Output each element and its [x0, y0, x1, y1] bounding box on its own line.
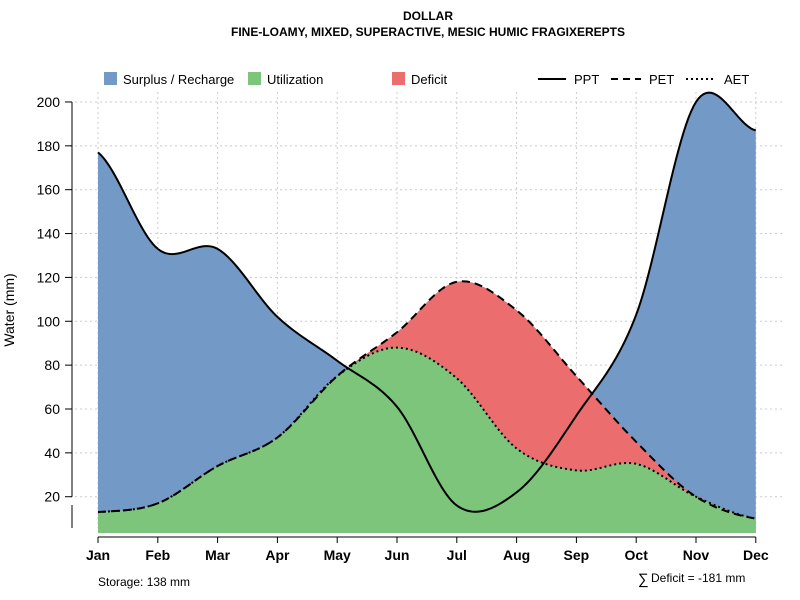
- deficit-area: [98, 281, 756, 519]
- axes: 20 40 60 80 100 120 140 160 180 200 Jan Feb Mar Apr Ma…: [37, 94, 769, 563]
- series-lines: [97, 91, 757, 520]
- y-tick-label: 120: [37, 269, 61, 285]
- legend-label-utilization: Utilization: [267, 72, 323, 87]
- series-line-ppt: [97, 91, 757, 513]
- legend-label-pet: PET: [649, 72, 674, 87]
- x-tick-label: Jun: [385, 547, 410, 563]
- legend-swatch-deficit: [392, 72, 405, 85]
- legend-swatch-surplus: [104, 72, 117, 85]
- y-tick-label: 40: [44, 445, 60, 461]
- legend-label-ppt: PPT: [574, 72, 599, 87]
- sum-symbol: ∑: [638, 571, 649, 588]
- areas: [98, 92, 756, 533]
- y-axis-label: Water (mm): [1, 273, 17, 346]
- x-tick-label: May: [324, 547, 351, 563]
- legend-swatch-utilization: [248, 72, 261, 85]
- x-tick-label: Feb: [145, 547, 170, 563]
- x-tick-label: Dec: [743, 547, 769, 563]
- y-tick-label: 80: [44, 357, 60, 373]
- legend-label-aet: AET: [724, 72, 749, 87]
- x-tick-label: Jan: [86, 547, 110, 563]
- legend-label-surplus: Surplus / Recharge: [123, 72, 234, 87]
- deficit-note: Deficit = -181 mm: [651, 571, 745, 585]
- y-tick-label: 60: [44, 401, 60, 417]
- storage-note: Storage: 138 mm: [98, 575, 190, 589]
- legend: Surplus / Recharge Utilization Deficit P…: [104, 72, 749, 87]
- x-tick-label: Nov: [683, 547, 710, 563]
- legend-label-deficit: Deficit: [411, 72, 448, 87]
- utilization-area: [98, 347, 756, 533]
- x-tick-label: Jul: [447, 547, 467, 563]
- y-tick-label: 20: [44, 489, 60, 505]
- x-tick-label: Aug: [503, 547, 530, 563]
- x-tick-label: Mar: [205, 547, 230, 563]
- series-line-pet: [97, 280, 756, 520]
- y-tick-label: 200: [37, 94, 61, 110]
- x-tick-label: Sep: [564, 547, 590, 563]
- y-tick-label: 100: [37, 313, 61, 329]
- y-tick-label: 160: [37, 182, 61, 198]
- x-tick-label: Apr: [265, 547, 290, 563]
- chart-subtitle: FINE-LOAMY, MIXED, SUPERACTIVE, MESIC HU…: [231, 25, 625, 39]
- y-tick-label: 180: [37, 138, 61, 154]
- y-tick-label: 140: [37, 226, 61, 242]
- chart-title: DOLLAR: [403, 9, 453, 23]
- x-tick-label: Oct: [625, 547, 649, 563]
